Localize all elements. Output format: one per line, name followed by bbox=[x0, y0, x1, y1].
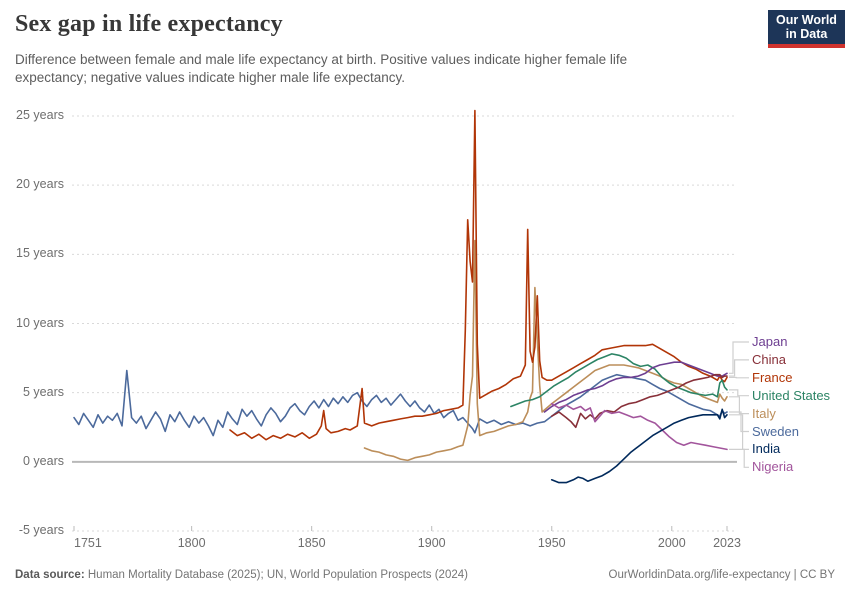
x-axis-tick-label-1900: 1900 bbox=[417, 536, 446, 550]
legend-label-sweden[interactable]: Sweden bbox=[752, 423, 799, 439]
y-axis-tick-label-10: 10 years bbox=[16, 315, 64, 330]
series-line-india[interactable] bbox=[550, 408, 728, 484]
y-axis-tick-label-5: 5 years bbox=[23, 384, 64, 399]
data-source-note: Data source: Human Mortality Database (2… bbox=[15, 569, 468, 581]
legend-label-japan[interactable]: Japan bbox=[752, 334, 788, 349]
x-axis-tick-label-1751: 1751 bbox=[74, 536, 102, 550]
y-axis-tick-label-20: 20 years bbox=[16, 177, 64, 192]
legend-connector-india bbox=[729, 414, 749, 450]
x-axis-tick-label-1950: 1950 bbox=[537, 536, 566, 550]
y-axis-tick-label--5: -5 years bbox=[18, 523, 64, 537]
owid-logo-line1: Our World bbox=[776, 13, 837, 27]
data-source-label: Data source: bbox=[15, 569, 85, 581]
legend-label-united-states[interactable]: United States bbox=[752, 387, 831, 403]
legend-label-india[interactable]: India bbox=[752, 441, 781, 457]
y-axis-tick-label-15: 15 years bbox=[16, 246, 64, 261]
chart-footer: Data source: Human Mortality Database (2… bbox=[15, 569, 835, 581]
x-axis-tick-label-2000: 2000 bbox=[657, 536, 686, 550]
legend-label-italy[interactable]: Italy bbox=[752, 405, 776, 421]
owid-logo-line2: in Data bbox=[785, 27, 828, 41]
x-axis-tick-label-1850: 1850 bbox=[297, 536, 326, 550]
legend-connector-sweden bbox=[729, 411, 749, 433]
y-axis-tick-label-0: 0 years bbox=[23, 453, 64, 468]
x-axis-tick-label-2023: 2023 bbox=[713, 536, 741, 550]
x-axis-tick-label-1800: 1800 bbox=[177, 536, 206, 550]
legend-label-france[interactable]: France bbox=[752, 369, 793, 385]
owid-url-link[interactable]: OurWorldinData.org/life-expectancy | CC … bbox=[608, 569, 835, 581]
chart-subtitle: Difference between female and male life … bbox=[15, 52, 628, 85]
legend-connector-china bbox=[729, 359, 749, 377]
legend-label-nigeria[interactable]: Nigeria bbox=[752, 459, 794, 475]
series-line-italy[interactable] bbox=[363, 239, 728, 462]
legend-connector-nigeria bbox=[729, 448, 749, 468]
series-line-sweden[interactable] bbox=[73, 369, 728, 437]
legend-connector-united-states bbox=[729, 389, 749, 397]
data-source-text: Human Mortality Database (2025); UN, Wor… bbox=[84, 569, 468, 581]
legend-connector-italy bbox=[729, 396, 749, 415]
series-line-france[interactable] bbox=[229, 109, 728, 441]
series-line-china[interactable] bbox=[550, 373, 728, 429]
owid-logo[interactable]: Our World in Data bbox=[768, 10, 845, 48]
series-line-united-states[interactable] bbox=[510, 353, 728, 408]
legend-label-china[interactable]: China bbox=[752, 351, 786, 367]
legend-connector-japan bbox=[729, 341, 749, 374]
y-axis-tick-label-25: 25 years bbox=[16, 108, 64, 122]
series-line-nigeria[interactable] bbox=[550, 402, 728, 451]
page-title: Sex gap in life expectancy bbox=[15, 11, 283, 37]
series-line-japan[interactable] bbox=[543, 361, 728, 413]
